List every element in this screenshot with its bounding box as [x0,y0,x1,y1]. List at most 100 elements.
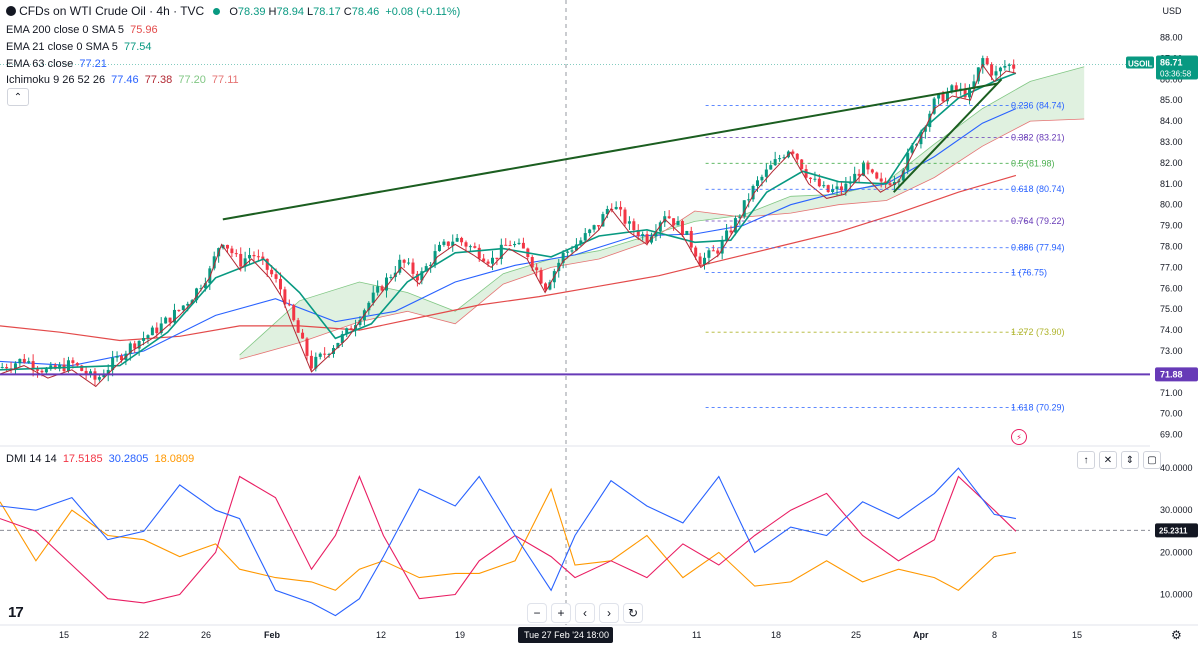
flash-icon[interactable]: ⚡ [1011,429,1027,445]
candle-body [349,328,353,331]
candle-body [102,374,106,378]
candle [954,82,958,97]
candle-body [778,158,782,160]
candle-body [601,214,605,227]
indicator-dmi[interactable]: DMI 14 14 17.5185 30.2805 18.0809 [6,453,194,465]
scroll-left-button[interactable]: ‹ [576,604,594,622]
fib-level-label: 1.272 (73.90) [1011,327,1065,337]
candle [318,352,322,360]
candle-body [442,241,446,245]
candle [146,334,150,344]
scroll-right-button[interactable]: › [600,604,618,622]
candle [407,258,411,266]
candle [256,249,260,261]
indicator-ichimoku[interactable]: Ichimoku 9 26 52 26 77.46 77.38 77.20 77… [6,74,239,86]
move-up-button[interactable]: ↑ [1077,451,1095,469]
candle [517,238,521,246]
candle-body [106,369,110,375]
candle [937,93,941,105]
candle [168,317,172,327]
candle-body [839,186,843,191]
candle [1012,59,1016,73]
candle [561,250,565,269]
candle-body [477,247,481,259]
candle-body [261,256,265,259]
candle [1007,63,1011,73]
crosshair-time-label: Tue 27 Feb '24 18:00 [524,630,609,640]
tradingview-logo[interactable]: 17 [8,604,24,621]
time-tick: 15 [59,630,69,640]
candle [539,267,543,285]
candle-body [53,365,57,369]
candle-body [862,162,866,176]
remove-pane-button[interactable]: ✕ [1099,451,1117,469]
collapse-pane-button[interactable]: ⇕ [1121,451,1139,469]
currency-selector[interactable]: USD [1162,6,1182,16]
candle-body [490,257,494,264]
candle-body [31,361,35,370]
candle [725,223,729,242]
candle [433,244,437,269]
candle-body [809,177,813,179]
candle [627,216,631,231]
candle [800,159,804,171]
candle-body [0,367,4,369]
gear-icon[interactable]: ⚙ [1171,628,1182,642]
candle-body [225,244,229,249]
candle-body [252,255,256,257]
candle-body [870,169,874,173]
candle [115,351,119,362]
candle [490,250,494,271]
time-tick: 25 [851,630,861,640]
indicator-ema21[interactable]: EMA 21 close 0 SMA 5 77.54 [6,41,151,53]
zoom-in-button[interactable]: + [552,604,570,622]
candle-body [398,259,402,273]
trendline [892,78,1003,193]
candle-body [195,288,199,301]
price-tick: 74.00 [1160,325,1183,335]
candle-body [738,216,742,219]
candle [309,350,313,371]
candle [769,160,773,170]
candle-body [411,262,415,274]
candle-body [910,145,914,153]
candle [1003,60,1007,71]
candle-body [592,225,596,230]
zoom-out-button[interactable]: − [528,604,546,622]
maximize-pane-button[interactable]: ▢ [1143,451,1161,469]
candle-body [468,246,472,248]
candle [345,327,349,338]
indicator-ema63[interactable]: EMA 63 close 77.21 [6,58,107,70]
candle-body [159,323,163,334]
candle [225,244,229,253]
candle [234,249,238,258]
candle-body [742,200,746,217]
candle-body [292,305,296,321]
candle-body [950,85,954,93]
reset-chart-button[interactable]: ↻ [624,604,642,622]
support-price-label: 71.88 [1160,369,1183,379]
candle [106,364,110,382]
candle [13,361,17,375]
legend-collapse-button[interactable]: ⌃ [7,88,29,106]
candle-body [733,218,737,233]
ema63-value: 77.21 [79,58,107,70]
candle-body [760,176,764,181]
candle-body [698,256,702,265]
candle-body [446,241,450,246]
candle-body [1003,65,1007,68]
candle [658,220,662,239]
indicator-ema200[interactable]: EMA 200 close 0 SMA 5 75.96 [6,24,158,36]
candle [672,218,676,231]
candle-body [773,159,777,166]
candle-body [80,365,84,371]
candle-body [853,173,857,183]
high-value: 78.94 [276,6,304,18]
candle [411,258,415,279]
time-tick: 26 [201,630,211,640]
candle-body [150,327,154,336]
candle [636,224,640,241]
candle-body [716,250,720,254]
